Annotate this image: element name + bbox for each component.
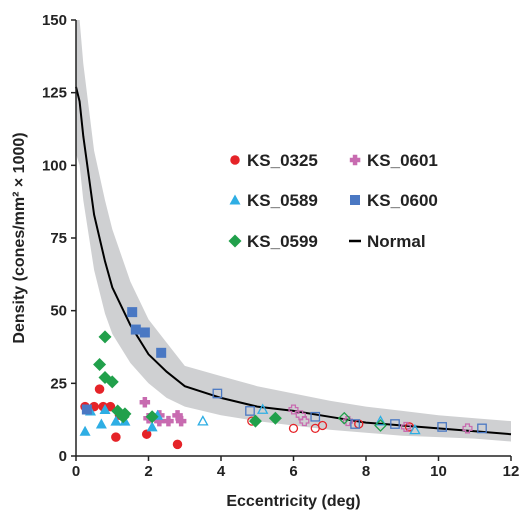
- data-point-open: [288, 404, 299, 415]
- data-point-open: [400, 421, 411, 432]
- legend-swatch: [230, 155, 240, 165]
- legend: KS_0325 KS_0601 KS_0589 KS_0600 KS_0599 Norma…: [228, 151, 438, 251]
- data-point: [79, 425, 91, 436]
- data-point: [93, 357, 107, 371]
- data-point-open: [299, 416, 310, 427]
- legend-label: KS_0601: [367, 151, 438, 170]
- x-tick-label: 4: [217, 463, 226, 480]
- data-point: [163, 415, 174, 427]
- data-point: [248, 414, 262, 428]
- y-tick-label: 0: [59, 448, 67, 465]
- y-tick-label: 25: [50, 375, 67, 392]
- legend-swatch: [228, 234, 242, 248]
- data-point-open: [477, 423, 487, 434]
- legend-label: KS_0589: [247, 191, 318, 210]
- data-point: [81, 404, 92, 415]
- legend-item-ks-0601: KS_0601: [349, 151, 438, 170]
- data-point: [127, 307, 138, 318]
- y-axis-title: Density (cones/mm² × 1000): [11, 132, 28, 343]
- x-tick-label: 2: [144, 463, 152, 480]
- data-point-open: [317, 420, 328, 431]
- legend-swatch: [229, 194, 241, 205]
- data-point: [99, 403, 111, 414]
- data-point: [105, 401, 116, 412]
- data-point: [110, 415, 122, 426]
- data-point: [146, 421, 158, 432]
- data-point: [98, 330, 112, 344]
- legend-item-ks-0325: KS_0325: [230, 151, 318, 170]
- data-point-open: [342, 416, 353, 427]
- data-point: [156, 347, 167, 358]
- data-point: [139, 397, 151, 408]
- data-point: [95, 418, 107, 429]
- series-ks-0600: [81, 307, 487, 434]
- axes: 0 2 4 6 8 10 12 0 25 50 75 100 125 150: [42, 12, 519, 480]
- x-tick-label: 0: [72, 463, 80, 480]
- legend-item-ks-0600: KS_0600: [350, 191, 438, 210]
- data-point-open: [245, 406, 255, 416]
- data-point-open: [350, 419, 360, 429]
- data-point: [172, 410, 183, 421]
- data-point: [118, 407, 132, 421]
- y-tick-label: 125: [42, 85, 67, 102]
- data-point: [141, 429, 152, 439]
- data-point: [172, 439, 183, 450]
- legend-label: KS_0325: [247, 151, 318, 170]
- normal-line: [75, 86, 512, 436]
- data-point-open: [374, 415, 387, 426]
- legend-label: KS_0599: [247, 232, 318, 251]
- y-tick-label: 50: [50, 303, 67, 320]
- data-point-open: [437, 422, 447, 432]
- data-point: [94, 384, 105, 394]
- data-point: [175, 415, 187, 427]
- data-point-open: [409, 423, 421, 435]
- data-point: [154, 415, 165, 427]
- data-point-open: [288, 423, 299, 434]
- data-point: [130, 324, 141, 335]
- x-tick-label: 6: [289, 463, 297, 480]
- legend-label: Normal: [367, 232, 426, 251]
- legend-swatch: [349, 154, 361, 166]
- x-tick-label: 8: [362, 463, 370, 480]
- y-tick-label: 150: [42, 12, 67, 29]
- data-point: [105, 375, 119, 389]
- series-ks-0599: [93, 330, 387, 432]
- data-point: [111, 432, 121, 442]
- data-point-open: [390, 419, 400, 429]
- x-tick-label: 12: [503, 463, 520, 480]
- plot-area: [75, 20, 512, 450]
- legend-swatch: [350, 195, 360, 205]
- normal-range-band: [76, 20, 511, 442]
- y-tick-label: 75: [50, 230, 67, 247]
- y-tick-label: 100: [42, 157, 67, 174]
- data-point-open: [310, 411, 321, 422]
- data-point-open: [197, 415, 209, 426]
- data-point-open: [462, 423, 473, 434]
- data-point-open: [256, 403, 269, 414]
- legend-label: KS_0600: [367, 191, 438, 210]
- data-point-open: [337, 411, 351, 425]
- data-point: [145, 410, 159, 424]
- x-tick-label: 10: [430, 463, 447, 480]
- legend-item-normal: Normal: [349, 232, 426, 251]
- data-point: [268, 411, 282, 425]
- data-point-open: [212, 388, 223, 399]
- data-point-open: [374, 419, 387, 432]
- x-axis-title: Eccentricity (deg): [226, 493, 360, 510]
- legend-item-ks-0599: KS_0599: [228, 232, 318, 251]
- legend-item-ks-0589: KS_0589: [229, 191, 318, 210]
- data-point: [139, 327, 150, 338]
